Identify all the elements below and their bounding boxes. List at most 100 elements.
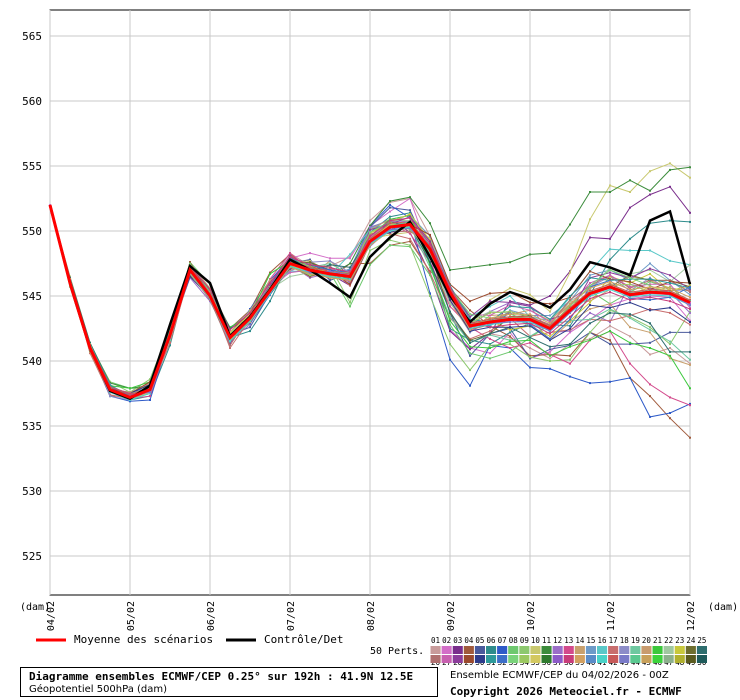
member-point <box>569 362 571 365</box>
member-point <box>629 289 631 292</box>
member-point <box>489 326 491 329</box>
member-point <box>269 272 271 275</box>
member-point <box>609 288 611 291</box>
member-color-swatch <box>574 646 585 654</box>
member-point <box>369 231 371 234</box>
member-point <box>429 239 431 242</box>
member-point <box>249 321 251 323</box>
member-point <box>589 274 591 277</box>
member-point <box>549 348 551 351</box>
member-point <box>669 354 671 357</box>
member-color-swatch <box>652 646 663 654</box>
member-point <box>609 278 611 281</box>
member-point <box>569 330 571 333</box>
member-point <box>589 331 591 334</box>
member-point <box>649 269 651 271</box>
member-point <box>629 317 631 320</box>
member-color-swatch <box>474 646 485 654</box>
member-color-swatch <box>497 655 508 663</box>
member-point <box>349 262 351 265</box>
member-number: 12 <box>553 636 562 645</box>
member-point <box>409 228 411 231</box>
member-point <box>469 348 471 351</box>
member-point <box>609 330 611 333</box>
member-point <box>669 396 671 399</box>
member-point <box>209 287 211 290</box>
member-point <box>649 249 651 252</box>
member-point <box>589 308 591 310</box>
member-point <box>689 176 691 179</box>
member-point <box>449 298 451 301</box>
member-point <box>489 298 491 301</box>
member-color-swatch <box>641 646 652 654</box>
member-point <box>669 340 671 343</box>
member-number: 10 <box>531 636 541 645</box>
member-point <box>629 313 631 316</box>
member-point <box>669 311 671 314</box>
member-point <box>429 253 431 256</box>
member-point <box>449 285 451 288</box>
member-point <box>689 284 691 287</box>
member-point <box>369 224 371 227</box>
member-point <box>609 275 611 278</box>
member-point <box>429 252 431 255</box>
member-color-swatch <box>541 646 552 654</box>
member-point <box>389 230 391 232</box>
member-point <box>449 305 451 308</box>
member-point <box>469 266 471 269</box>
member-point <box>369 245 371 248</box>
member-point <box>469 352 471 355</box>
member-point <box>269 283 271 286</box>
x-tick-label: 05/02 <box>126 601 137 631</box>
member-point <box>589 288 591 291</box>
member-color-swatch <box>452 655 463 663</box>
y-tick-label: 540 <box>22 355 42 368</box>
member-point <box>329 279 331 282</box>
member-point <box>569 300 571 303</box>
member-point <box>309 258 311 261</box>
member-point <box>189 275 191 278</box>
member-point <box>589 276 591 279</box>
member-point <box>649 285 651 288</box>
member-point <box>409 211 411 214</box>
x-axis-ticks: 04/02 05/02 06/02 07/02 08/02 09/02 10/02 11/02… <box>46 601 697 631</box>
member-point <box>589 218 591 221</box>
member-point <box>629 291 631 294</box>
member-point <box>549 321 551 323</box>
member-point <box>329 265 331 268</box>
member-point <box>649 331 651 334</box>
member-point <box>669 274 671 277</box>
member-point <box>629 341 631 344</box>
member-point <box>349 283 351 286</box>
member-point <box>489 334 491 336</box>
member-point <box>509 301 511 304</box>
member-point <box>689 311 691 314</box>
member-point <box>409 237 411 240</box>
member-point <box>469 313 471 316</box>
member-point <box>689 220 691 223</box>
member-point <box>549 353 551 356</box>
member-point <box>629 297 631 300</box>
member-point <box>629 362 631 365</box>
member-point <box>649 262 651 265</box>
member-point <box>109 383 111 386</box>
member-point <box>329 278 331 281</box>
member-point <box>409 231 411 234</box>
member-color-swatch <box>663 646 674 654</box>
member-color-swatch <box>552 646 563 654</box>
member-point <box>629 191 631 193</box>
member-point <box>129 387 131 390</box>
member-point <box>509 340 511 343</box>
member-color-swatch <box>463 646 474 654</box>
member-point <box>469 328 471 331</box>
member-point <box>649 296 651 299</box>
member-point <box>689 289 691 292</box>
member-point <box>609 321 611 323</box>
member-point <box>449 310 451 313</box>
member-point <box>609 380 611 383</box>
member-point <box>649 287 651 290</box>
member-point <box>689 323 691 326</box>
legend-mean-label: Moyenne des scénarios <box>74 633 213 646</box>
member-point <box>629 287 631 290</box>
member-point <box>409 240 411 243</box>
